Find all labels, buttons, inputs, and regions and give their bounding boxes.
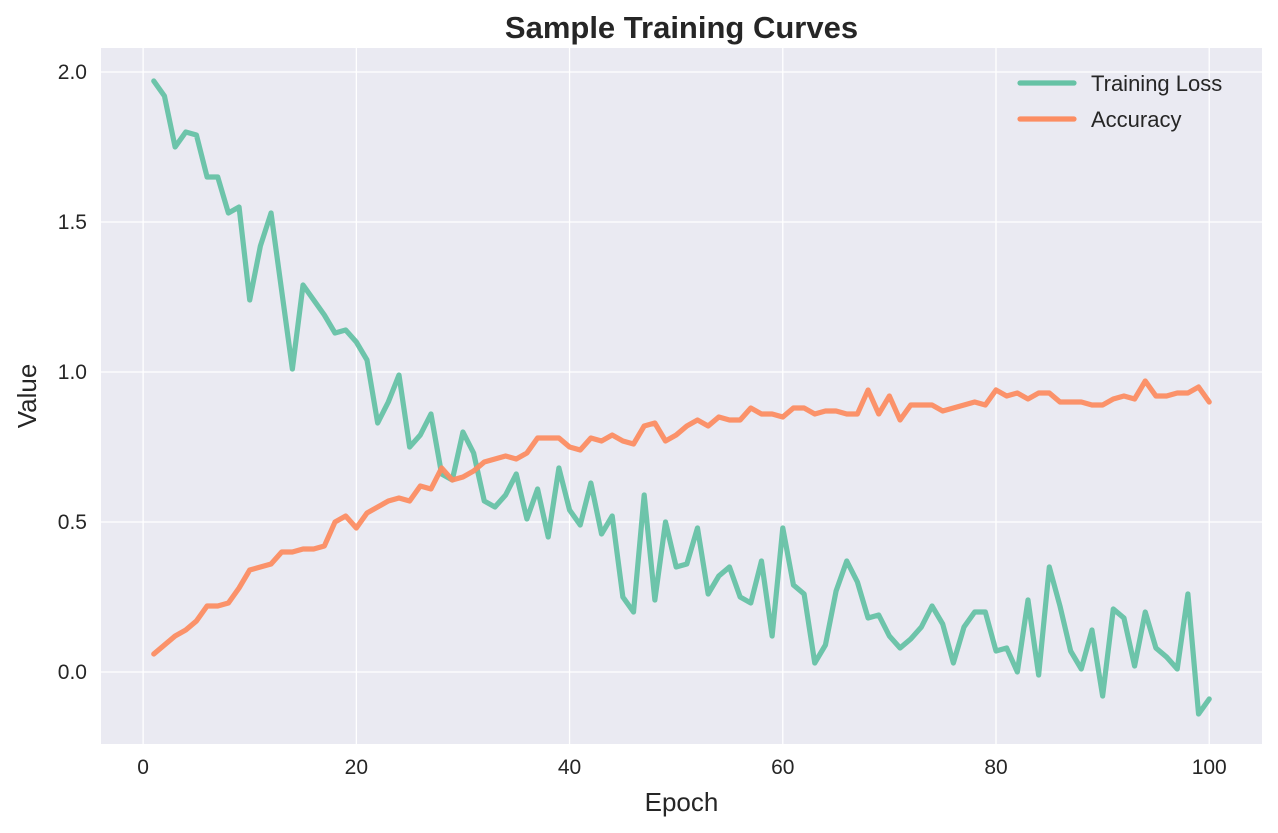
y-tick-label: 2.0: [58, 61, 87, 84]
series-line-accuracy: [151, 378, 1212, 657]
plot-area: [101, 48, 1262, 744]
x-ticks: 0 20 40 60 80 100: [137, 756, 1226, 779]
y-tick-label: 0.5: [58, 511, 87, 534]
legend-label: Training Loss: [1091, 71, 1222, 96]
x-tick-label: 100: [1192, 756, 1227, 779]
y-ticks: 0.0 0.5 1.0 1.5 2.0: [58, 61, 87, 684]
chart-title: Sample Training Curves: [505, 10, 858, 45]
x-tick-label: 40: [558, 756, 581, 779]
x-axis-label: Epoch: [645, 787, 719, 817]
x-tick-label: 60: [771, 756, 794, 779]
y-tick-label: 1.0: [58, 361, 87, 384]
legend-label: Accuracy: [1091, 107, 1181, 132]
x-tick-label: 20: [345, 756, 368, 779]
grid-lines: [101, 48, 1262, 744]
y-tick-label: 0.0: [58, 661, 87, 684]
y-tick-label: 1.5: [58, 211, 87, 234]
y-axis-label: Value: [12, 364, 42, 429]
x-tick-label: 0: [137, 756, 149, 779]
series-group: [151, 78, 1212, 717]
series-line-training-loss: [151, 78, 1212, 717]
legend: Training Loss Accuracy: [1017, 71, 1222, 132]
x-tick-label: 80: [984, 756, 1007, 779]
